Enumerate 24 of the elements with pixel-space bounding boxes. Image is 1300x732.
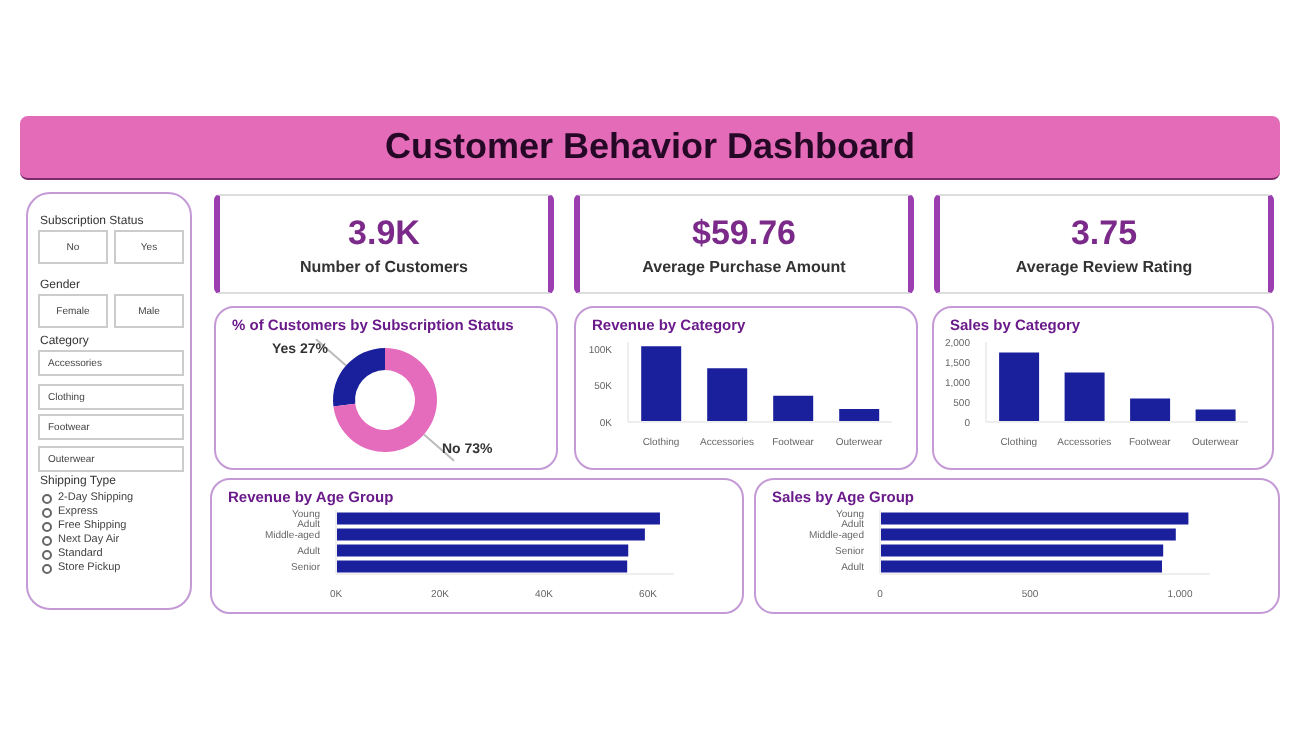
bar [1064,372,1105,422]
bar [880,560,1162,573]
bar [336,528,645,541]
text: 3.9K [348,213,420,253]
bar [707,368,748,422]
bar [880,544,1164,557]
bar [641,346,682,422]
text: Number of Customers [299,257,468,275]
bar [880,512,1189,525]
bar [336,560,628,573]
bar [336,512,660,525]
text: $59.76 [692,213,796,253]
bar [336,544,629,557]
text: 3.75 [1070,213,1138,253]
text: Average Review Rating [1015,257,1193,275]
bar [773,395,814,422]
bar [839,408,880,422]
bar [880,528,1176,541]
text: Average Purchase Amount [642,257,846,275]
bar [999,352,1040,422]
donut-slice [333,348,437,452]
text: Customer Behavior Dashboard [384,126,916,168]
donut-slice [333,348,385,407]
bar [1130,398,1171,422]
